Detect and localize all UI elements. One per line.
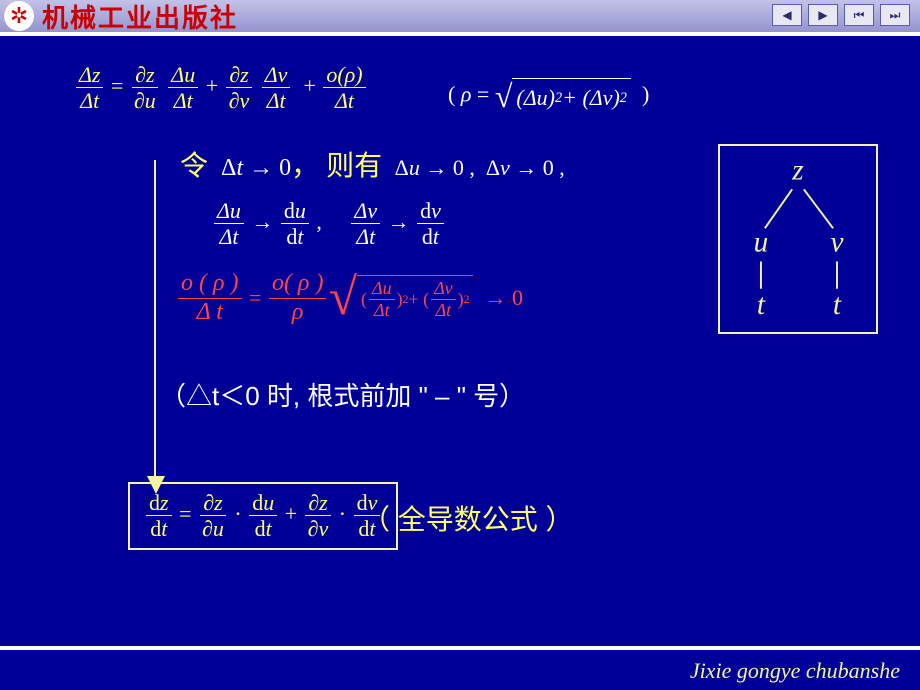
rparen: ) <box>642 82 649 107</box>
tree-diagram: z u v t t <box>720 146 876 332</box>
frac-num: o ( ρ ) <box>178 270 242 299</box>
footer-divider <box>0 646 920 650</box>
sqrt-icon: √ (ΔuΔt)2 + (ΔvΔt)2 <box>328 275 473 322</box>
frac-num: ∂z <box>305 490 330 516</box>
next-button[interactable]: ▶ <box>808 4 838 26</box>
then-text: 则有 <box>326 150 382 181</box>
frac-num: ∂z <box>200 490 225 516</box>
frac-num: Δv <box>431 278 456 300</box>
derivation-arrow-line <box>154 160 156 480</box>
frac-den: dt <box>283 224 306 249</box>
frac-den: Δt <box>264 88 289 113</box>
chain-increment-equation: ΔzΔt = ∂z∂u ΔuΔt + ∂z∂v ΔvΔt + o(ρ)Δt <box>74 62 368 114</box>
brand-text: 机械工业出版社 <box>42 0 238 35</box>
tree-node-t-left: t <box>757 289 766 321</box>
frac-den: Δt <box>77 88 102 113</box>
frac-num: Δu <box>214 198 244 224</box>
frac-den: Δt <box>332 88 357 113</box>
frac-num: du <box>249 490 277 516</box>
tree-node-v: v <box>831 227 844 259</box>
frac-num: o( ρ ) <box>269 270 327 299</box>
frac-num: o(ρ) <box>323 62 365 88</box>
gear-icon: ✲ <box>10 5 28 27</box>
frac-num: Δu <box>168 62 198 88</box>
limit-tail: → 0 <box>484 285 523 311</box>
nav-button-group: ◀ ▶ ⏮ ⏭ <box>772 4 910 26</box>
sign-note-text: （△t＜0 时, 根式前加 " – " 号） <box>160 376 525 413</box>
logo-badge: ✲ <box>4 1 34 31</box>
sqrt-icon: √ (Δu)2 + (Δv)2 <box>495 78 631 115</box>
rho-definition: ( ρ = √ (Δu)2 + (Δv)2 ) <box>448 78 649 115</box>
total-derivative-result-box: dzdt = ∂z∂u · dudt + ∂z∂v · dvdt <box>128 482 398 550</box>
frac-num: Δv <box>262 62 291 88</box>
footer-text: Jixie gongye chubanshe <box>690 658 900 684</box>
first-button[interactable]: ⏮ <box>844 4 874 26</box>
prev-button[interactable]: ◀ <box>772 4 802 26</box>
arrow-icon: → <box>388 209 410 234</box>
frac-den: ∂v <box>305 516 332 541</box>
frac-den: ρ <box>289 299 307 327</box>
frac-den: Δt <box>353 224 378 249</box>
frac-num: dv <box>417 198 444 224</box>
frac-den: ∂v <box>226 88 253 113</box>
frac-den: Δt <box>433 300 455 321</box>
tree-node-u: u <box>754 227 769 259</box>
limit-condition-line: 令 Δt → 0， 则有 Δu → 0 , Δv → 0 , <box>180 144 565 184</box>
frac-den: Δt <box>171 88 196 113</box>
header-bar: ✲ 机械工业出版社 ◀ ▶ ⏮ ⏭ <box>0 0 920 36</box>
frac-den: Δ t <box>194 299 226 327</box>
arrow-icon: → <box>251 209 273 234</box>
frac-den: ∂u <box>131 88 159 113</box>
tree-node-t-right: t <box>833 289 842 321</box>
frac-num: dz <box>146 490 172 516</box>
frac-num: Δu <box>369 278 395 300</box>
frac-num: Δz <box>76 62 103 88</box>
frac-den: Δt <box>371 300 393 321</box>
last-button[interactable]: ⏭ <box>880 4 910 26</box>
frac-den: ∂u <box>199 516 227 541</box>
frac-num: ∂z <box>226 62 251 88</box>
limit-results: Δu → 0 , Δv → 0 , <box>389 155 565 180</box>
eq-sign: = <box>477 82 489 107</box>
frac-den: dt <box>147 516 170 541</box>
frac-den: dt <box>419 224 442 249</box>
result-label-text: （ 全导数公式 ） <box>362 498 574 538</box>
frac-num: Δv <box>351 198 380 224</box>
comma: ， <box>291 150 319 181</box>
limit-cond: Δt → 0 <box>215 155 291 181</box>
rho-var: ρ <box>461 82 472 107</box>
frac-num: du <box>281 198 309 224</box>
dependency-tree-box: z u v t t <box>718 144 878 334</box>
frac-num: ∂z <box>132 62 157 88</box>
prefix-text: 令 <box>180 150 208 181</box>
remainder-limit-line: o ( ρ )Δ t = o( ρ )ρ √ (ΔuΔt)2 + (ΔvΔt)2… <box>176 270 523 326</box>
frac-den: Δt <box>216 224 241 249</box>
lparen: ( <box>448 82 455 107</box>
derivative-limits-line: ΔuΔt → dudt , ΔvΔt → dvdt <box>212 198 446 250</box>
tree-node-z: z <box>791 155 803 187</box>
frac-den: dt <box>252 516 275 541</box>
